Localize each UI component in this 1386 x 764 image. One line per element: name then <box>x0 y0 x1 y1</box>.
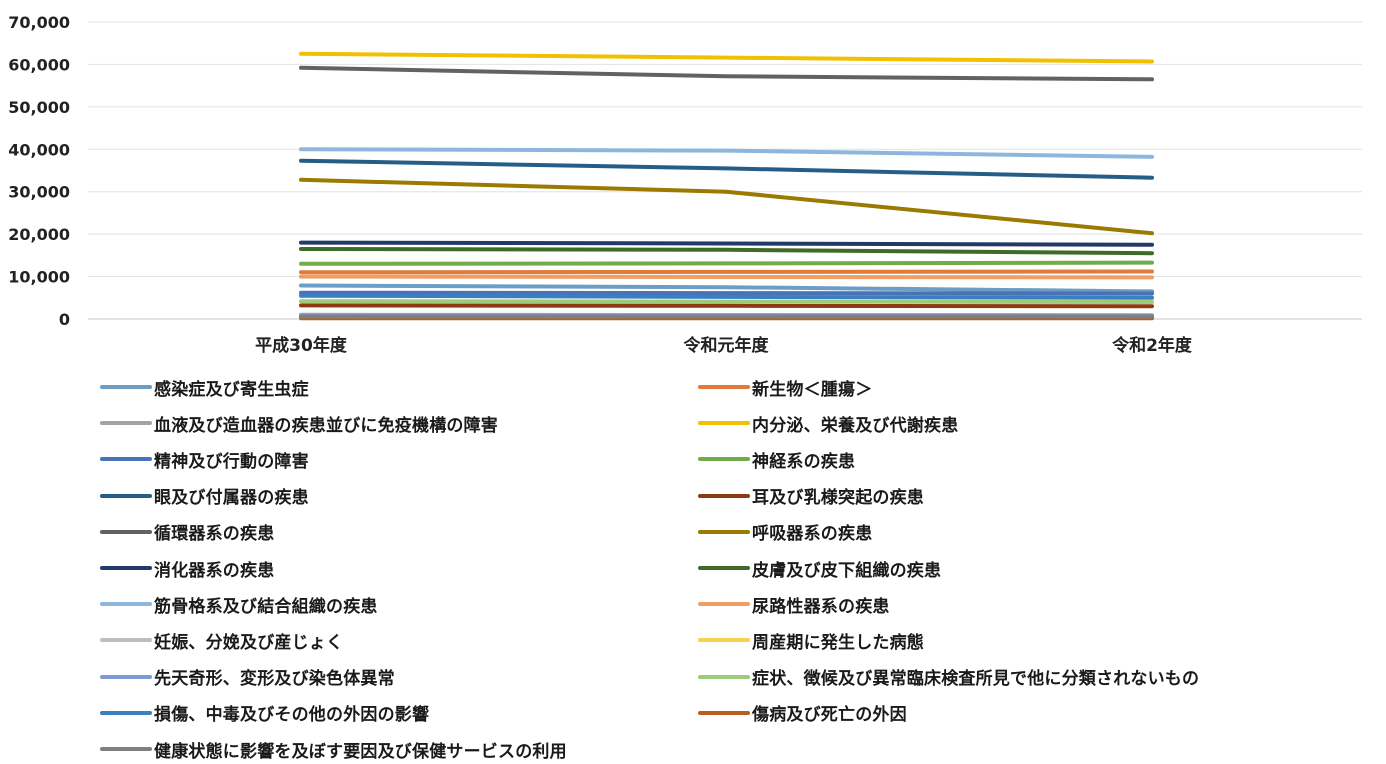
legend-label: 傷病及び死亡の外因 <box>752 700 907 725</box>
legend-item: 傷病及び死亡の外因 <box>698 698 907 728</box>
x-tick-label: 令和元年度 <box>684 335 770 356</box>
legend-item: 新生物＜腫瘍＞ <box>698 372 872 402</box>
x-tick-label: 令和2年度 <box>1112 335 1193 356</box>
legend-label: 耳及び乳様突起の疾患 <box>752 483 924 508</box>
legend-label: 症状、徴候及び異常臨床検査所見で他に分類されないもの <box>752 664 1199 689</box>
x-axis: 平成30年度 令和元年度 令和2年度 <box>255 335 1193 356</box>
legend-item: 耳及び乳様突起の疾患 <box>698 481 924 511</box>
y-tick-label: 50,000 <box>8 98 70 117</box>
legend-swatch <box>100 711 152 715</box>
legend-swatch <box>100 638 152 642</box>
legend-item: 周産期に発生した病態 <box>698 625 924 655</box>
legend-swatch <box>100 602 152 606</box>
legend-swatch <box>100 747 152 751</box>
legend-label: 血液及び造血器の疾患並びに免疫機構の障害 <box>154 411 498 436</box>
legend-label: 消化器系の疾患 <box>154 556 274 581</box>
legend-swatch <box>698 457 750 461</box>
legend-label: 周産期に発生した病態 <box>752 628 924 653</box>
series-line <box>301 68 1152 80</box>
x-tick-label: 平成30年度 <box>255 335 348 356</box>
legend-label: 筋骨格系及び結合組織の疾患 <box>154 592 378 617</box>
legend-label: 尿路性器系の疾患 <box>752 592 890 617</box>
legend-swatch <box>698 530 750 534</box>
legend-swatch <box>100 566 152 570</box>
legend-label: 妊娠、分娩及び産じょく <box>154 628 343 653</box>
series-line <box>301 243 1152 245</box>
line-chart: 0 10,000 20,000 30,000 40,000 50,000 60,000 70,… <box>0 0 1386 372</box>
y-tick-label: 30,000 <box>8 183 70 202</box>
legend-item: 内分泌、栄養及び代謝疾患 <box>698 408 958 438</box>
legend-swatch <box>698 566 750 570</box>
legend-item: 先天奇形、変形及び染色体異常 <box>100 662 395 692</box>
legend-item: 皮膚及び皮下組織の疾患 <box>698 553 941 583</box>
legend-swatch <box>100 421 152 425</box>
legend-label: 先天奇形、変形及び染色体異常 <box>154 664 395 689</box>
legend-item: 神経系の疾患 <box>698 444 855 474</box>
legend-swatch <box>698 638 750 642</box>
y-tick-label: 60,000 <box>8 55 70 74</box>
legend-item: 精神及び行動の障害 <box>100 444 309 474</box>
legend-label: 新生物＜腫瘍＞ <box>752 375 872 400</box>
legend-item: 感染症及び寄生虫症 <box>100 372 309 402</box>
series-line <box>301 277 1152 278</box>
legend-label: 損傷、中毒及びその他の外因の影響 <box>154 700 429 725</box>
legend-swatch <box>698 675 750 679</box>
legend-swatch <box>698 494 750 498</box>
legend-item: 血液及び造血器の疾患並びに免疫機構の障害 <box>100 408 498 438</box>
legend-label: 神経系の疾患 <box>752 447 855 472</box>
series-line <box>301 296 1152 298</box>
series-line <box>301 272 1152 273</box>
legend-swatch <box>100 530 152 534</box>
series-line <box>301 54 1152 62</box>
legend-item: 筋骨格系及び結合組織の疾患 <box>100 589 378 619</box>
y-tick-label: 10,000 <box>8 268 70 287</box>
legend-item: 消化器系の疾患 <box>100 553 274 583</box>
series-line <box>301 180 1152 234</box>
series-line <box>301 249 1152 253</box>
y-axis: 0 10,000 20,000 30,000 40,000 50,000 60,000 70,… <box>8 13 70 329</box>
y-tick-label: 40,000 <box>8 140 70 159</box>
legend-item: 呼吸器系の疾患 <box>698 517 872 547</box>
legend-label: 内分泌、栄養及び代謝疾患 <box>752 411 958 436</box>
series-line <box>301 305 1152 306</box>
legend-swatch <box>100 494 152 498</box>
legend-swatch <box>698 421 750 425</box>
legend-swatch <box>698 711 750 715</box>
legend-label: 健康状態に影響を及ぼす要因及び保健サービスの利用 <box>154 737 567 762</box>
series-lines <box>301 54 1152 318</box>
series-line <box>301 293 1152 294</box>
series-line <box>301 301 1152 302</box>
legend-swatch <box>100 385 152 389</box>
y-tick-label: 20,000 <box>8 225 70 244</box>
legend-item: 妊娠、分娩及び産じょく <box>100 625 343 655</box>
legend-swatch <box>100 457 152 461</box>
y-tick-label: 70,000 <box>8 13 70 32</box>
legend-label: 皮膚及び皮下組織の疾患 <box>752 556 941 581</box>
legend-item: 症状、徴候及び異常臨床検査所見で他に分類されないもの <box>698 662 1199 692</box>
legend-label: 感染症及び寄生虫症 <box>154 375 309 400</box>
legend-label: 精神及び行動の障害 <box>154 447 309 472</box>
series-line <box>301 263 1152 264</box>
series-line <box>301 161 1152 178</box>
legend-item: 尿路性器系の疾患 <box>698 589 890 619</box>
legend-swatch <box>698 385 750 389</box>
legend-item: 健康状態に影響を及ぼす要因及び保健サービスの利用 <box>100 734 567 764</box>
legend-label: 呼吸器系の疾患 <box>752 519 872 544</box>
legend-item: 損傷、中毒及びその他の外因の影響 <box>100 698 429 728</box>
legend-item: 循環器系の疾患 <box>100 517 274 547</box>
legend-label: 眼及び付属器の疾患 <box>154 483 309 508</box>
legend-label: 循環器系の疾患 <box>154 519 274 544</box>
series-line <box>301 149 1152 157</box>
gridlines <box>88 22 1362 319</box>
legend-swatch <box>698 602 750 606</box>
series-line <box>301 286 1152 292</box>
legend-swatch <box>100 675 152 679</box>
y-tick-label: 0 <box>59 310 70 329</box>
legend-item: 眼及び付属器の疾患 <box>100 481 309 511</box>
